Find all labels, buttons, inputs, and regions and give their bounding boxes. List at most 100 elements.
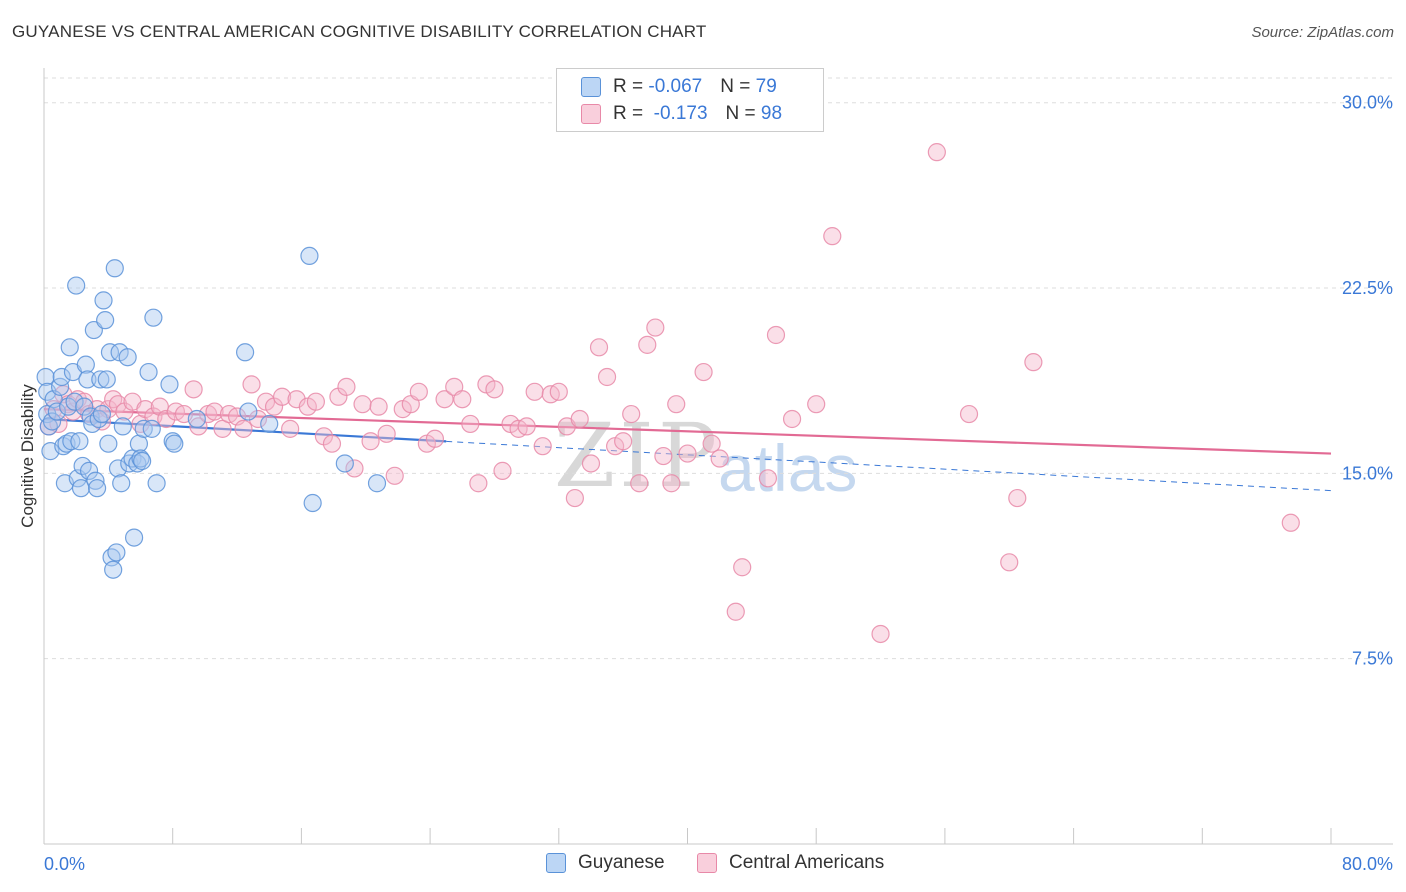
legend-n-label: N = — [725, 103, 761, 124]
central-americans-point — [702, 434, 721, 453]
central-americans-point — [614, 432, 633, 451]
central-americans-point — [654, 446, 673, 466]
central-americans-point — [461, 414, 480, 434]
central-americans-point — [927, 143, 946, 162]
y-tick-label: 7.5% — [1352, 649, 1393, 669]
central-americans-point — [184, 380, 203, 399]
guyanese-point — [52, 367, 71, 387]
guyanese-point — [87, 479, 107, 498]
central-americans-point — [345, 459, 364, 478]
central-americans-point — [493, 461, 512, 480]
central-americans-point — [287, 390, 306, 409]
central-americans-legend-label: Central Americans — [729, 852, 885, 873]
guyanese-point — [303, 493, 322, 513]
central-americans-point — [782, 409, 802, 429]
legend-r-value: -0.173 — [648, 103, 708, 124]
central-americans-point — [469, 474, 488, 493]
guyanese-point — [105, 259, 124, 278]
central-americans-point — [549, 382, 568, 401]
legend-r-label: R = — [613, 76, 649, 97]
central-americans-point — [108, 395, 128, 414]
guyanese-point — [107, 543, 126, 562]
watermark-atlas: atlas — [718, 431, 858, 505]
guyanese-point — [187, 409, 206, 429]
bottom-legend-central-americans[interactable]: Central Americans — [697, 852, 884, 874]
guyanese-point — [112, 474, 131, 493]
central-americans-point — [589, 338, 609, 357]
guyanese-point — [113, 417, 132, 436]
guyanese-point — [335, 454, 354, 473]
central-americans-point — [281, 419, 300, 438]
guyanese-point — [235, 343, 255, 362]
central-americans-point — [959, 404, 979, 424]
guyanese-point — [75, 397, 94, 416]
central-americans-point — [337, 377, 356, 396]
central-americans-point — [646, 318, 665, 337]
guyanese-point — [39, 417, 58, 436]
central-americans-point — [766, 325, 786, 345]
legend-n-value: 98 — [760, 103, 783, 124]
guyanese-point — [104, 560, 123, 579]
correlation-legend: R = -0.067 N = 79 R = -0.173 N = 98 — [556, 68, 824, 132]
central-americans-point — [205, 402, 224, 421]
central-americans-point — [807, 395, 826, 414]
guyanese-point — [92, 404, 112, 424]
legend-r-label: R = — [613, 103, 649, 124]
central-americans-point — [710, 449, 729, 468]
guyanese-point — [86, 471, 105, 490]
guyanese-point — [142, 419, 161, 438]
guyanese-point — [144, 308, 163, 327]
guyanese-point — [42, 412, 62, 431]
tick-labels: 7.5% 15.0% 22.5% 30.0% 0.0% 80.0% — [44, 93, 1393, 874]
guyanese-point — [96, 311, 115, 330]
y-tick-label: 22.5% — [1342, 278, 1393, 298]
guyanese-point — [128, 454, 147, 473]
y-tick-label: 15.0% — [1342, 463, 1393, 483]
central-americans-point — [667, 395, 686, 414]
guyanese-point — [67, 276, 86, 295]
central-americans-point — [871, 624, 890, 644]
central-americans-point — [104, 390, 123, 409]
central-americans-point — [570, 409, 589, 429]
central-americans-point — [425, 429, 445, 448]
central-americans-point — [272, 387, 292, 406]
legend-n-label: N = — [720, 76, 756, 97]
central-americans-point — [597, 367, 617, 387]
central-americans-point — [1008, 488, 1027, 508]
guyanese-point — [94, 291, 113, 310]
guyanese-point — [160, 375, 179, 394]
central-americans-point — [565, 488, 584, 508]
central-americans-point — [678, 444, 697, 463]
central-americans-trend-line — [43, 408, 1332, 455]
central-americans-swatch — [581, 104, 601, 124]
central-americans-point — [234, 419, 253, 438]
guyanese-point — [71, 479, 91, 498]
x-tick-label-min: 0.0% — [44, 854, 85, 874]
guyanese-point — [239, 402, 258, 421]
central-americans-point — [409, 382, 428, 401]
guyanese-point — [108, 459, 128, 478]
legend-n-value: 79 — [755, 76, 777, 97]
guyanese-point — [70, 432, 89, 451]
central-americans-point — [248, 409, 268, 429]
central-americans-point — [157, 409, 176, 429]
bottom-legend-guyanese[interactable]: Guyanese — [546, 852, 665, 874]
central-americans-point — [630, 474, 649, 493]
legend-r-value: -0.067 — [648, 76, 703, 97]
central-americans-point — [242, 375, 261, 394]
guyanese-point — [36, 367, 55, 387]
guyanese-point — [367, 474, 387, 493]
guyanese-point — [60, 338, 79, 357]
central-americans-point — [638, 335, 657, 354]
central-americans-point — [306, 392, 325, 411]
central-americans-point — [694, 362, 713, 382]
guyanese-trend-extension — [446, 440, 1332, 492]
guyanese-point — [118, 348, 137, 367]
guyanese-point — [300, 246, 319, 266]
guyanese-point — [165, 434, 184, 453]
guyanese-point — [76, 355, 95, 374]
guyanese-point — [99, 434, 118, 453]
x-tick-label-max: 80.0% — [1342, 854, 1393, 874]
guyanese-legend-label: Guyanese — [578, 852, 665, 873]
